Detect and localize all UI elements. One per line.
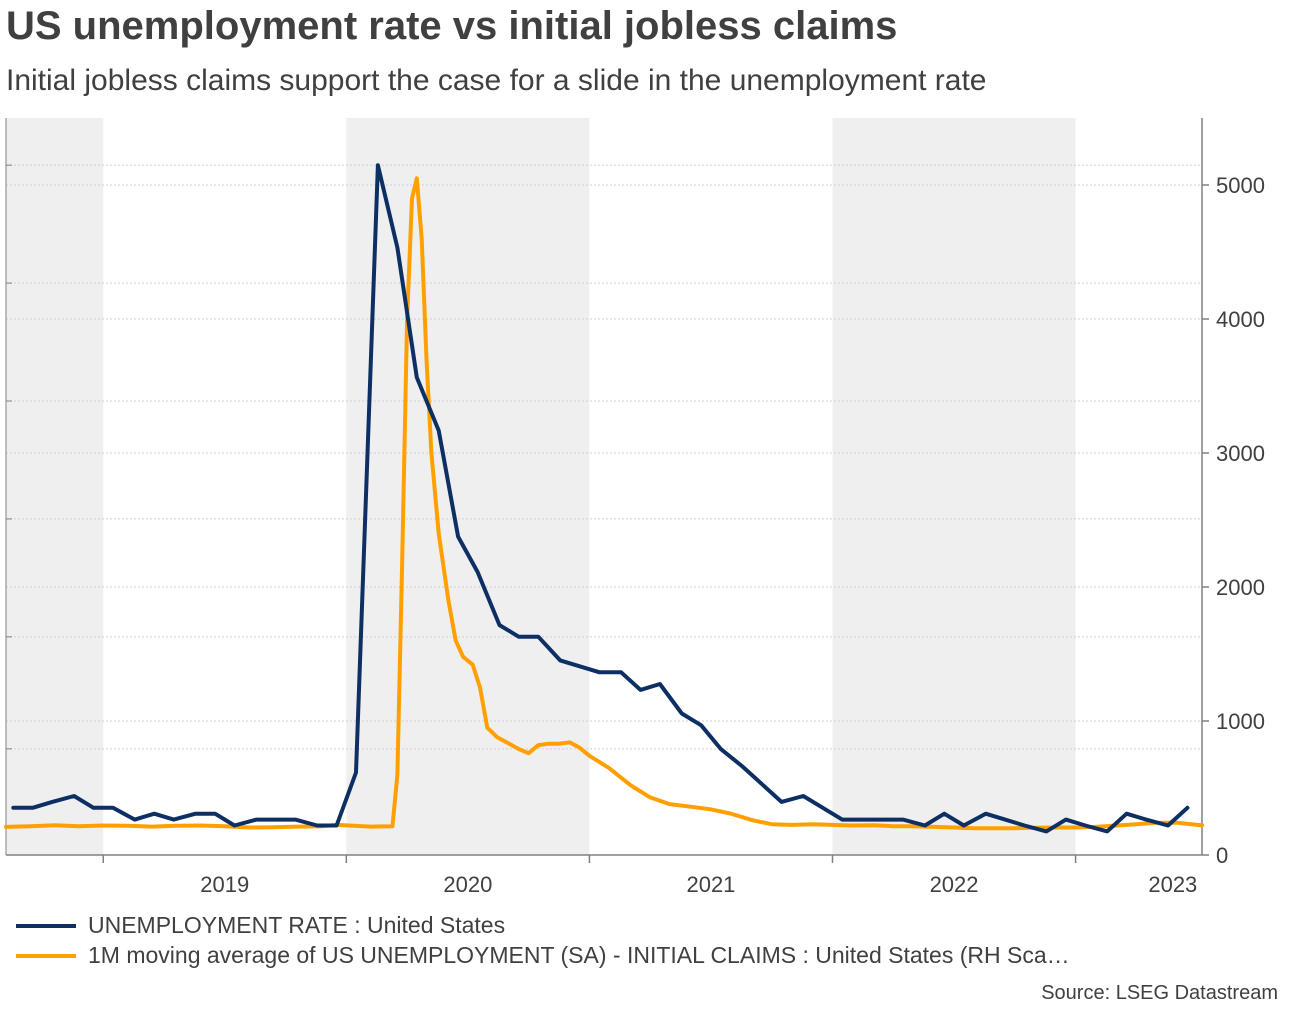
right-tick-label-0: 0	[1216, 843, 1228, 868]
year-band-1	[346, 118, 590, 855]
legend-swatch-unemployment	[16, 923, 76, 928]
right-tick-label-1000: 1000	[1216, 709, 1265, 734]
year-band-2	[832, 118, 1076, 855]
right-tick-label-4000: 4000	[1216, 307, 1265, 332]
legend-label-unemployment: UNEMPLOYMENT RATE : United States	[88, 912, 506, 938]
x-tick-label-2023: 2023	[1148, 872, 1197, 897]
right-tick-label-2000: 2000	[1216, 575, 1265, 600]
x-tick-label-2021: 2021	[686, 872, 735, 897]
chart-subtitle: Initial jobless claims support the case …	[6, 64, 987, 97]
x-tick-label-2020: 2020	[443, 872, 492, 897]
chart-title: US unemployment rate vs initial jobless …	[6, 4, 898, 48]
series-line-unemployment	[11, 163, 1190, 834]
year-shading	[6, 118, 1076, 855]
x-tick-label-2022: 2022	[930, 872, 979, 897]
right-tick-label-3000: 3000	[1216, 441, 1265, 466]
series-line-claims	[4, 176, 1204, 831]
year-band-0	[6, 118, 104, 855]
source-note: Source: LSEG Datastream	[1041, 982, 1278, 1004]
gridlines	[6, 164, 1202, 750]
axes	[5, 118, 1209, 863]
right-tick-label-5000: 5000	[1216, 173, 1265, 198]
legend-label-claims: 1M moving average of US UNEMPLOYMENT (SA…	[88, 942, 1070, 968]
x-tick-label-2019: 2019	[200, 872, 249, 897]
legend-swatch-claims	[16, 953, 76, 958]
legend-item-claims[interactable]: 1M moving average of US UNEMPLOYMENT (SA…	[16, 942, 1070, 969]
data-series	[4, 163, 1204, 834]
tick-labels: 2019 2020 2021 2022 2023 0 1000 2000 3000 4000 500…	[200, 173, 1265, 897]
legend-item-unemployment[interactable]: UNEMPLOYMENT RATE : United States	[16, 912, 505, 939]
